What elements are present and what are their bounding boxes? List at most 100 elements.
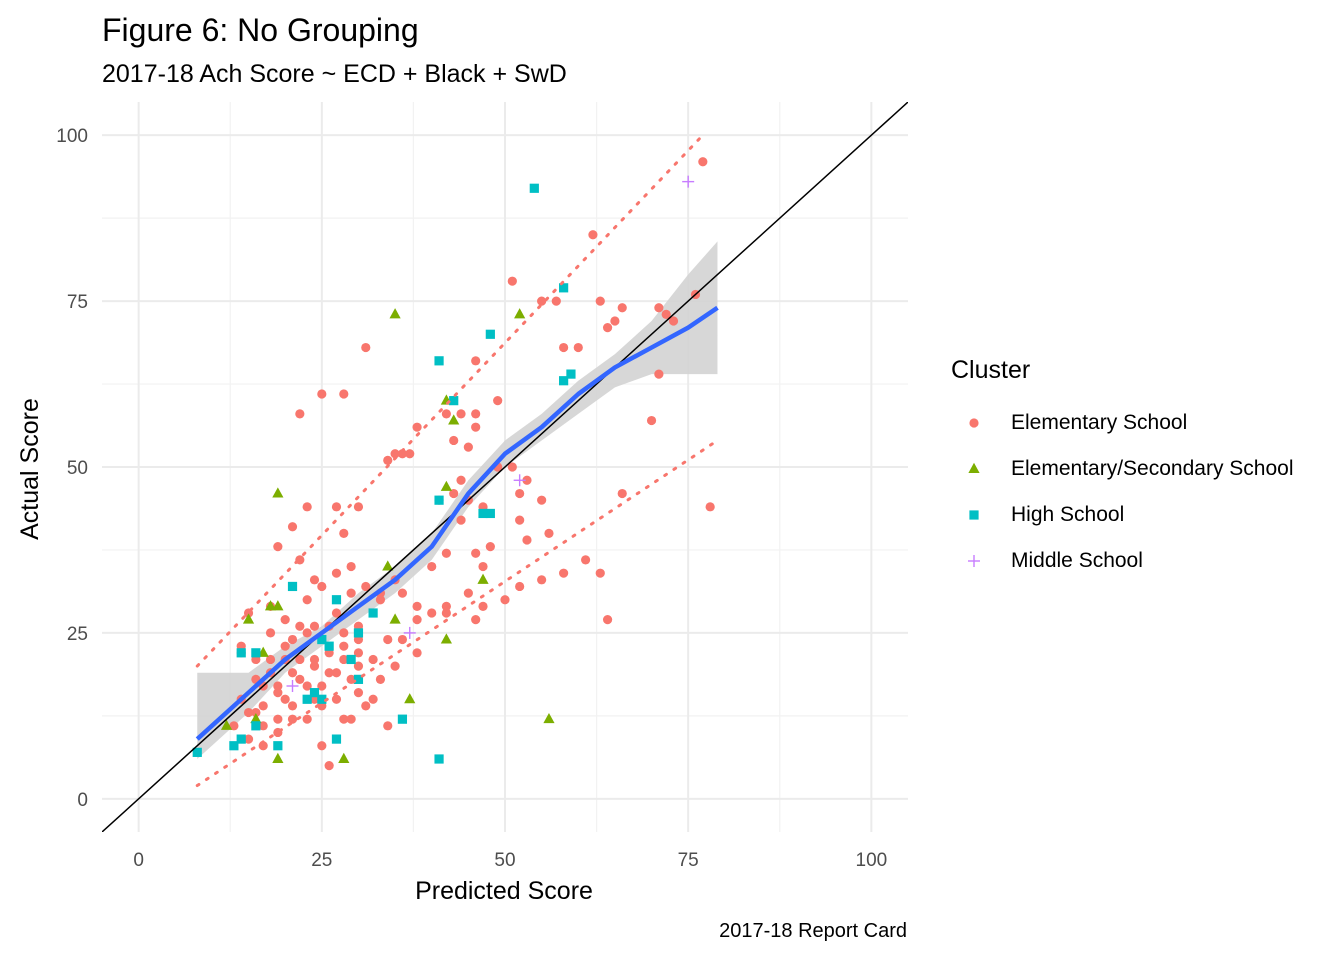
data-point [412, 615, 422, 625]
data-point [471, 409, 481, 419]
data-point [353, 502, 364, 512]
data-point [507, 462, 517, 472]
smooth-line [195, 305, 719, 741]
data-point [412, 422, 422, 432]
data-point [471, 422, 481, 432]
data-point [280, 694, 290, 704]
data-point [449, 488, 459, 499]
data-point [440, 480, 452, 491]
data-point [375, 674, 386, 684]
data-point [331, 568, 342, 578]
data-point [361, 581, 371, 592]
data-point [617, 488, 627, 499]
data-point [397, 714, 408, 724]
data-point [331, 595, 342, 605]
data-point [339, 389, 349, 399]
data-point [485, 329, 495, 339]
data-point [507, 276, 517, 286]
chart-caption: 2017-18 Report Card [719, 920, 907, 942]
data-point [471, 548, 481, 558]
grid-lines [102, 102, 908, 832]
data-point [324, 668, 334, 678]
y-tick-label: 25 [67, 624, 88, 645]
data-point [368, 608, 378, 618]
prediction-upper-line [195, 133, 705, 668]
data-point [403, 626, 416, 639]
data-point [361, 342, 371, 353]
data-point [383, 634, 393, 645]
data-point [302, 595, 312, 605]
x-tick-label: 100 [856, 850, 888, 871]
data-point [471, 356, 481, 366]
data-point [339, 714, 349, 724]
data-point [543, 712, 555, 724]
data-point [382, 560, 394, 571]
data-point [456, 409, 466, 419]
chart-title: Figure 6: No Grouping [102, 12, 419, 48]
prediction-lower-line [195, 438, 719, 788]
data-point [463, 588, 473, 598]
data-point [309, 661, 320, 671]
data-point [471, 615, 481, 625]
legend-label: Elementary School [1011, 411, 1188, 434]
data-point [309, 575, 320, 585]
legend-key [951, 449, 997, 489]
data-point [661, 309, 671, 319]
legend-label: Elementary/Secondary School [1011, 457, 1294, 480]
data-point [654, 303, 664, 313]
data-point [251, 648, 261, 658]
data-point [375, 595, 386, 605]
data-point [265, 628, 276, 638]
data-point [236, 734, 246, 744]
data-point [302, 714, 312, 724]
data-point [331, 608, 342, 618]
data-point [346, 588, 356, 598]
data-point [610, 316, 620, 326]
data-point [537, 296, 547, 306]
data-point [397, 449, 408, 459]
legend-key [951, 541, 997, 581]
y-axis-title: Actual Score [16, 398, 44, 540]
data-point [258, 701, 268, 711]
confidence-band-layer [197, 241, 718, 759]
data-point [705, 502, 715, 512]
data-point [513, 474, 526, 487]
data-point [368, 694, 378, 704]
legend-item: High School [951, 495, 1124, 535]
data-point [353, 648, 364, 658]
data-point [243, 707, 254, 718]
data-point [456, 475, 466, 485]
data-point [339, 641, 349, 651]
data-point [405, 449, 415, 459]
data-point [389, 308, 401, 319]
data-point [353, 661, 364, 671]
legend-symbol [969, 510, 979, 520]
data-point [573, 342, 583, 353]
data-point [397, 588, 408, 598]
data-point [390, 449, 400, 459]
data-point [324, 761, 334, 771]
data-point [434, 356, 444, 366]
data-point [272, 600, 284, 611]
legend-key [951, 495, 997, 535]
data-point [280, 641, 290, 651]
data-point [324, 641, 334, 651]
data-point [273, 681, 283, 691]
legend-label: Middle School [1011, 549, 1143, 572]
data-point [522, 475, 532, 485]
data-point [317, 681, 327, 691]
data-point [412, 601, 422, 611]
legend-key [951, 403, 997, 443]
data-point [264, 600, 277, 611]
data-point [287, 634, 298, 645]
data-point [287, 581, 298, 592]
legend-item: Elementary/Secondary School [951, 449, 1294, 489]
data-point [537, 575, 547, 585]
data-point [441, 548, 451, 558]
data-point [485, 542, 495, 552]
data-point [295, 654, 305, 665]
data-point [243, 734, 254, 744]
data-point [500, 595, 510, 605]
data-point [339, 528, 349, 538]
